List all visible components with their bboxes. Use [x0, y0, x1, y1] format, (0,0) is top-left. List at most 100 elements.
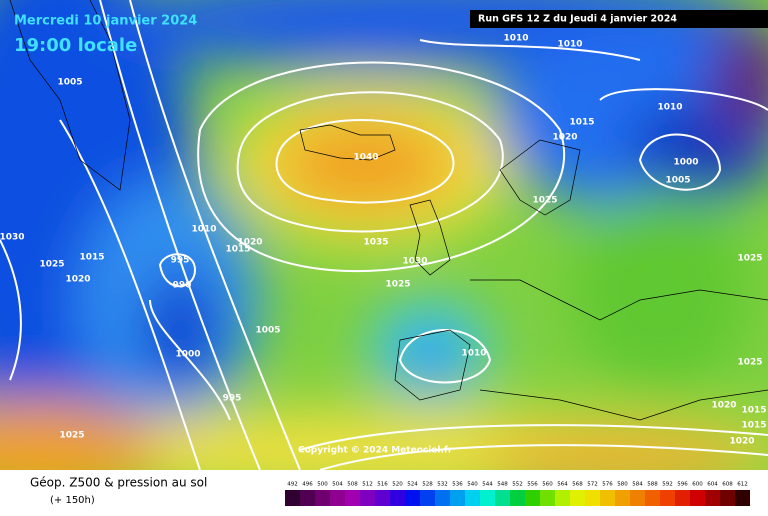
- isobar-label: 1000: [673, 158, 698, 168]
- valid-date: Mercredi 10 janvier 2024: [14, 14, 197, 29]
- run-info: Run GFS 12 Z du Jeudi 4 janvier 2024: [478, 14, 677, 25]
- scale-swatch: [570, 490, 585, 506]
- scale-label: 560: [542, 482, 553, 488]
- scale-swatch: [465, 490, 480, 506]
- scale-label: 596: [677, 482, 688, 488]
- lead-time: (+ 150h): [50, 495, 95, 506]
- scale-swatch: [435, 490, 450, 506]
- scale-swatch: [735, 490, 750, 506]
- scale-label: 512: [362, 482, 373, 488]
- scale-swatch: [450, 490, 465, 506]
- coastlines: [9, 0, 768, 421]
- chart-title: Géop. Z500 & pression au sol: [30, 476, 207, 490]
- scale-label: 600: [692, 482, 703, 488]
- scale-label: 608: [722, 482, 733, 488]
- isobar-label: 1025: [737, 254, 762, 264]
- run-banner: [470, 10, 768, 28]
- scale-swatch: [690, 490, 705, 506]
- isobar-label: 1010: [503, 34, 528, 44]
- scale-swatch: [360, 490, 375, 506]
- isobar-label: 1005: [57, 78, 82, 88]
- scale-swatch: [315, 490, 330, 506]
- scale-label: 500: [317, 482, 328, 488]
- isobar-label: 1005: [665, 176, 690, 186]
- isobar-label: 1025: [59, 431, 84, 441]
- scale-swatch: [390, 490, 405, 506]
- copyright: Copyright © 2024 Meteociel.fr: [298, 446, 453, 456]
- scale-label: 580: [617, 482, 628, 488]
- isobar-label: 1030: [0, 233, 25, 243]
- scale-label: 552: [512, 482, 523, 488]
- valid-time: 19:00 locale: [14, 35, 137, 56]
- scale-label: 568: [572, 482, 583, 488]
- isobar-label: 1015: [79, 253, 104, 263]
- scale-label: 544: [482, 482, 493, 488]
- isobar-label: 1020: [237, 238, 262, 248]
- scale-label: 592: [662, 482, 673, 488]
- scale-swatch: [720, 490, 735, 506]
- scale-label: 528: [422, 482, 433, 488]
- geopotential-field: [0, 0, 768, 470]
- isobar-label: 1000: [175, 350, 200, 360]
- scale-swatch: [705, 490, 720, 506]
- scale-swatch: [420, 490, 435, 506]
- scale-swatch: [345, 490, 360, 506]
- scale-swatch: [540, 490, 555, 506]
- scale-swatch: [525, 490, 540, 506]
- isobar-label: 1010: [461, 349, 486, 359]
- scale-label: 556: [527, 482, 538, 488]
- scale-label: 492: [287, 482, 298, 488]
- scale-label: 496: [302, 482, 313, 488]
- scale-label: 508: [347, 482, 358, 488]
- scale-swatch: [300, 490, 315, 506]
- isobar-label: 1025: [737, 358, 762, 368]
- isobar-label: 995: [171, 256, 190, 266]
- scale-swatch: [285, 490, 300, 506]
- scale-label: 548: [497, 482, 508, 488]
- scale-label: 584: [632, 482, 643, 488]
- scale-label: 540: [467, 482, 478, 488]
- scale-label: 524: [407, 482, 418, 488]
- isobar-label: 1020: [711, 401, 736, 411]
- isobar-label: 995: [223, 394, 242, 404]
- scale-swatch: [660, 490, 675, 506]
- scale-swatch: [495, 490, 510, 506]
- scale-swatch: [510, 490, 525, 506]
- isobar-label: 1040: [353, 153, 378, 163]
- isobar-label: 1020: [729, 437, 754, 447]
- isobar-label: 1025: [39, 260, 64, 270]
- isobar-label: 1015: [741, 406, 766, 416]
- isobar-label: 1035: [363, 238, 388, 248]
- scale-swatch: [645, 490, 660, 506]
- isobar-label: 1015: [569, 118, 594, 128]
- isobar-label: 1010: [191, 225, 216, 235]
- scale-label: 572: [587, 482, 598, 488]
- isobar-label: 1025: [385, 280, 410, 290]
- scale-label: 612: [737, 482, 748, 488]
- scale-swatch: [615, 490, 630, 506]
- isobar-label: 1010: [557, 40, 582, 50]
- scale-swatch: [330, 490, 345, 506]
- isobar-label: 1020: [65, 275, 90, 285]
- isobar-label: 1015: [741, 421, 766, 431]
- isobar-label: 1030: [402, 257, 427, 267]
- isobar-label: 990: [173, 281, 192, 291]
- isobar-label: 1020: [552, 133, 577, 143]
- scale-label: 532: [437, 482, 448, 488]
- scale-swatch: [375, 490, 390, 506]
- scale-label: 520: [392, 482, 403, 488]
- scale-swatch: [555, 490, 570, 506]
- scale-label: 604: [707, 482, 718, 488]
- scale-swatch: [585, 490, 600, 506]
- isobar-label: 1005: [255, 326, 280, 336]
- scale-label: 576: [602, 482, 613, 488]
- scale-label: 504: [332, 482, 343, 488]
- scale-swatch: [405, 490, 420, 506]
- scale-swatch: [630, 490, 645, 506]
- scale-label: 564: [557, 482, 568, 488]
- scale-label: 516: [377, 482, 388, 488]
- scale-label: 536: [452, 482, 463, 488]
- scale-swatch: [675, 490, 690, 506]
- scale-swatch: [600, 490, 615, 506]
